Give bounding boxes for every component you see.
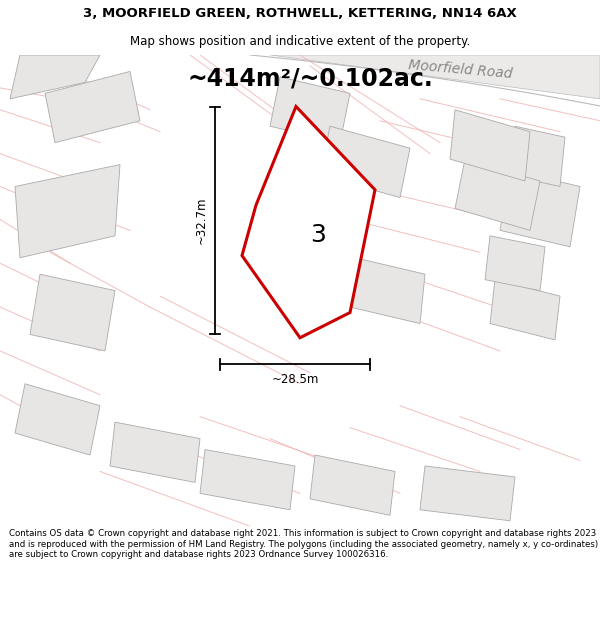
Polygon shape (242, 106, 375, 338)
Polygon shape (320, 126, 410, 198)
Text: ~414m²/~0.102ac.: ~414m²/~0.102ac. (187, 66, 433, 90)
Polygon shape (485, 236, 545, 291)
Polygon shape (10, 55, 100, 99)
Polygon shape (270, 55, 600, 99)
Polygon shape (30, 274, 115, 351)
Polygon shape (270, 77, 350, 142)
Text: Moorfield Road: Moorfield Road (407, 58, 512, 81)
Polygon shape (450, 110, 530, 181)
Polygon shape (15, 164, 120, 258)
Polygon shape (200, 449, 295, 510)
Polygon shape (420, 466, 515, 521)
Polygon shape (45, 71, 140, 142)
Polygon shape (110, 422, 200, 482)
Text: 3, MOORFIELD GREEN, ROTHWELL, KETTERING, NN14 6AX: 3, MOORFIELD GREEN, ROTHWELL, KETTERING,… (83, 8, 517, 20)
Polygon shape (510, 126, 565, 186)
Polygon shape (15, 384, 100, 455)
Text: 3: 3 (310, 222, 326, 246)
Text: ~28.5m: ~28.5m (271, 373, 319, 386)
Polygon shape (350, 258, 425, 324)
Text: ~32.7m: ~32.7m (195, 197, 208, 244)
Polygon shape (490, 279, 560, 340)
Text: Contains OS data © Crown copyright and database right 2021. This information is : Contains OS data © Crown copyright and d… (9, 529, 598, 559)
Text: Map shows position and indicative extent of the property.: Map shows position and indicative extent… (130, 35, 470, 48)
Polygon shape (500, 170, 580, 247)
Polygon shape (310, 455, 395, 515)
Polygon shape (455, 159, 540, 231)
